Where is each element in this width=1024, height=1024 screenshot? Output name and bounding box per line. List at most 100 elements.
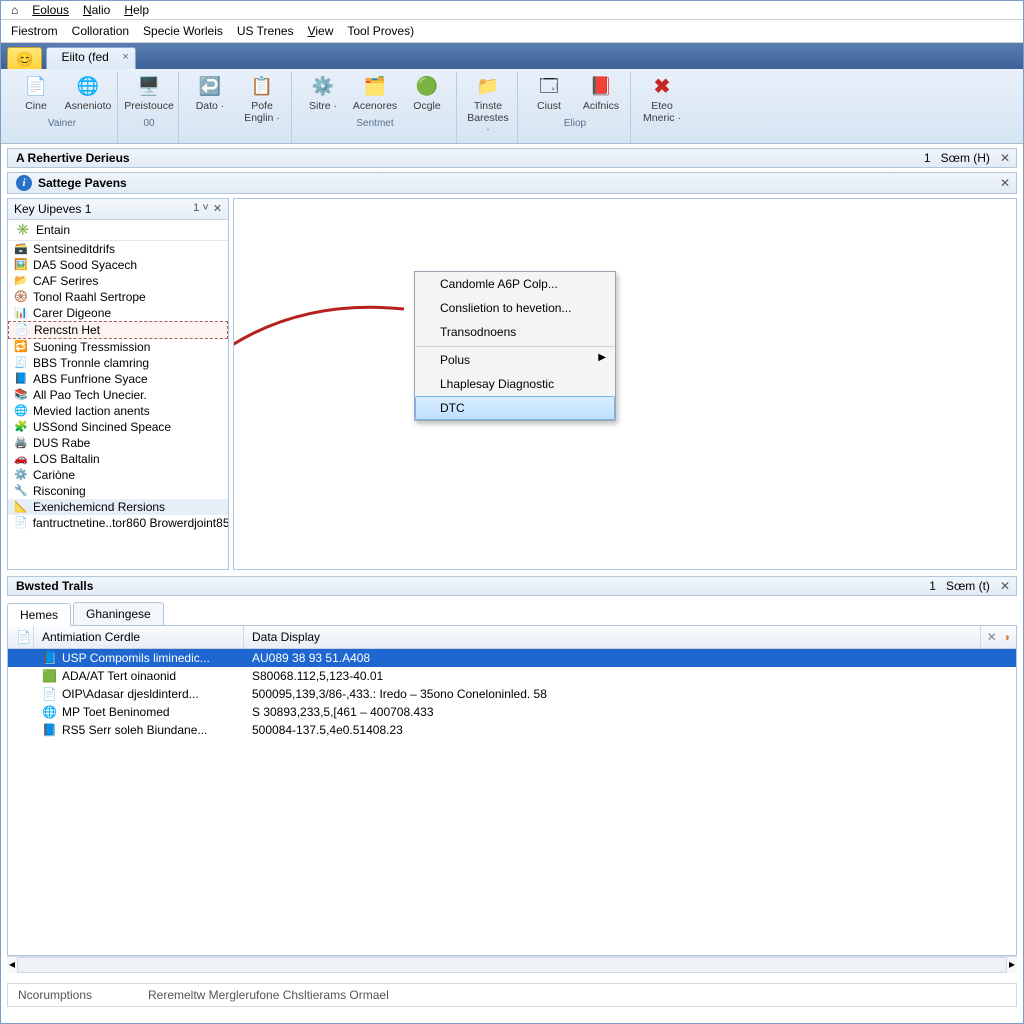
tab-hemes[interactable]: Hemes	[7, 603, 71, 626]
tree-item-icon: 📂	[14, 274, 28, 288]
sattage-close-icon[interactable]: ✕	[1000, 176, 1010, 190]
tree-item-label: Suoning Tressmission	[33, 340, 150, 354]
sb-fiestrom[interactable]: Fiestrom	[11, 24, 58, 38]
row-icon: 📄	[42, 687, 57, 701]
tree-item[interactable]: 📚All Pao Tech Unecier.	[8, 387, 228, 403]
ribbon-button[interactable]: 🟢Ocgle	[402, 72, 452, 116]
row-name-cell: 📘USP Compomils liminedic...	[34, 650, 244, 666]
ribbon-button[interactable]: 🗔Ciust	[524, 72, 574, 116]
context-menu: Candomle A6P Colp...Conslietion to hevet…	[414, 271, 616, 421]
active-document-tab[interactable]: Eiito (fed ×	[46, 47, 135, 69]
sb-colloration[interactable]: Colloration	[72, 24, 129, 38]
main-split: Key Uipeves 1 1 ˅ ✕ ✳️ Entain 🗃️Sentsine…	[7, 198, 1017, 570]
tree-pane-badge[interactable]: 1 ˅	[193, 202, 209, 215]
tree-item[interactable]: 🧩USSond Sincined Speace	[8, 419, 228, 435]
row-name: ADA/AT Tert oinaonid	[62, 669, 176, 683]
tree-item-label: Cariòne	[33, 468, 75, 482]
tree-item[interactable]: 🔧Risconing	[8, 483, 228, 499]
tree-entain-row[interactable]: ✳️ Entain	[8, 220, 228, 241]
secondary-menubar: Fiestrom Colloration Specie Worleis US T…	[1, 20, 1023, 43]
row-gutter	[8, 657, 34, 659]
scroll-right-icon[interactable]: ▸	[1009, 957, 1015, 973]
tree-item-label: CAF Serires	[33, 274, 98, 288]
ribbon-label: Dato ·	[196, 101, 225, 113]
menu-help[interactable]: Help	[124, 3, 149, 17]
panel-close-icon[interactable]: ✕	[1000, 151, 1010, 165]
grid-header-close-icon[interactable]: ✕	[987, 630, 997, 644]
context-menu-item[interactable]: Polus▶	[415, 346, 615, 372]
tab-close-icon[interactable]: ×	[122, 51, 128, 63]
ribbon-button[interactable]: 📕Acifnics	[576, 72, 626, 116]
ribbon-button[interactable]: 🌐Asnenioto	[63, 72, 113, 116]
ribbon-button[interactable]: 📁Tinste Barestes ·	[463, 72, 513, 139]
ribbon-button[interactable]: ✖Eteo Mneric ·	[637, 72, 687, 127]
tree-list[interactable]: 🗃️Sentsineditdrifs🖼️DA5 Sood Syacech📂 CAF…	[8, 241, 228, 569]
scroll-track[interactable]	[17, 957, 1007, 973]
tab-ghaningese[interactable]: Ghaningese	[73, 602, 164, 625]
content-pane: Candomle A6P Colp...Conslietion to hevet…	[233, 198, 1017, 570]
ribbon-icon: ✖	[650, 75, 674, 99]
menu-nalio[interactable]: Nalio	[83, 3, 110, 17]
grid-col-data[interactable]: Data Display	[244, 626, 981, 648]
ribbon-button[interactable]: 📄Cine	[11, 72, 61, 116]
tree-item[interactable]: 🖼️DA5 Sood Syacech	[8, 257, 228, 273]
tree-item[interactable]: 📊Carer Digeone	[8, 305, 228, 321]
tree-item[interactable]: 🛞Tonol Raahl Sertrope	[8, 289, 228, 305]
grid-col-antimiation[interactable]: Antimiation Cerdle	[34, 626, 244, 648]
table-row[interactable]: 🟩ADA/AT Tert oinaonidS80068.112,5,123-40…	[8, 667, 1016, 685]
menu-eolous[interactable]: Eolous	[32, 3, 69, 17]
ribbon-button[interactable]: ⚙️Sitre ·	[298, 72, 348, 116]
ribbon-group: 🖥️Preistouce00	[120, 72, 179, 143]
bwsted-soem[interactable]: Sœm (t)	[946, 579, 990, 593]
tree-item[interactable]: 📘ABS Funfrione Syace	[8, 371, 228, 387]
tree-item[interactable]: 🗃️Sentsineditdrifs	[8, 241, 228, 257]
ribbon-label: Cine	[25, 101, 47, 113]
row-name-cell: 📘RS5 Serr soleh Biundane...	[34, 722, 244, 738]
tree-item[interactable]: 📄Rencstn Het	[8, 321, 228, 339]
ribbon-button[interactable]: 🗂️Acenores	[350, 72, 400, 116]
row-icon: 🌐	[42, 705, 57, 719]
panel-soem-label[interactable]: Sœm (H)	[941, 151, 990, 165]
tree-item[interactable]: 🌐Mevied Iaction anents	[8, 403, 228, 419]
tab-label: Eiito (fed	[61, 50, 108, 64]
tree-pane-close-icon[interactable]: ✕	[213, 202, 222, 215]
bwsted-close-icon[interactable]: ✕	[1000, 579, 1010, 593]
tree-item[interactable]: 📐Exenichemicnd Rersions	[8, 499, 228, 515]
tree-item[interactable]: 🚗LOS Baltalin	[8, 451, 228, 467]
grid-header: 📄 Antimiation Cerdle Data Display ✕ ◑	[8, 626, 1016, 649]
sb-view[interactable]: View	[308, 24, 334, 38]
tree-item[interactable]: 📂 CAF Serires	[8, 273, 228, 289]
sb-ustrenes[interactable]: US Trenes	[237, 24, 294, 38]
row-data-cell: 500095,139,3/86-,433.: Iredo – 35ono Con…	[244, 686, 1016, 702]
context-menu-item[interactable]: DTC	[415, 396, 615, 420]
context-menu-item[interactable]: Candomle A6P Colp...	[415, 272, 615, 296]
home-tab[interactable]: 😊	[7, 47, 42, 69]
ribbon-button[interactable]: 🖥️Preistouce	[124, 72, 174, 116]
panel-rehertive-title: A Rehertive Derieus	[16, 151, 130, 165]
context-menu-item[interactable]: Lhaplesay Diagnostic	[415, 372, 615, 396]
ribbon-button[interactable]: ↩️Dato ·	[185, 72, 235, 127]
tree-item-icon: 📘	[14, 372, 28, 386]
scroll-left-icon[interactable]: ◂	[9, 957, 15, 973]
table-row[interactable]: 📘RS5 Serr soleh Biundane...500084-137.5,…	[8, 721, 1016, 739]
sb-toolproves[interactable]: Tool Proves)	[347, 24, 414, 38]
ribbon-button[interactable]: 📋Pofe Englin ·	[237, 72, 287, 127]
table-row[interactable]: 🌐MP Toet BeninomedS 30893,233,5,[461 – 4…	[8, 703, 1016, 721]
sb-specie[interactable]: Specie Worleis	[143, 24, 223, 38]
tree-item[interactable]: 🔁Suoning Tressmission	[8, 339, 228, 355]
context-menu-item[interactable]: Conslietion to hevetion...	[415, 296, 615, 320]
grid-body: 📘USP Compomils liminedic...AU089 38 93 5…	[8, 649, 1016, 739]
tree-item-label: Carer Digeone	[33, 306, 111, 320]
context-menu-item[interactable]: Transodnoens	[415, 320, 615, 344]
table-row[interactable]: 📘USP Compomils liminedic...AU089 38 93 5…	[8, 649, 1016, 667]
tree-item-icon: 🛞	[14, 290, 28, 304]
tree-item[interactable]: ⚙️Cariòne	[8, 467, 228, 483]
table-row[interactable]: 📄OIP\Adasar djesldinterd...500095,139,3/…	[8, 685, 1016, 703]
grid-col-icon[interactable]: 📄	[8, 626, 34, 648]
tree-item[interactable]: 🖨️DUS Rabe	[8, 435, 228, 451]
tree-item[interactable]: 📄fantructnetine..tor860 Browerdjoint85	[8, 515, 228, 531]
grid-header-more-icon[interactable]: ◑	[1003, 630, 1010, 644]
panel-bwsted-title: Bwsted Tralls	[16, 579, 93, 593]
grid-h-scrollbar[interactable]: ◂ ▸	[7, 956, 1017, 973]
tree-item[interactable]: 🧾BBS Tronnle clamring	[8, 355, 228, 371]
